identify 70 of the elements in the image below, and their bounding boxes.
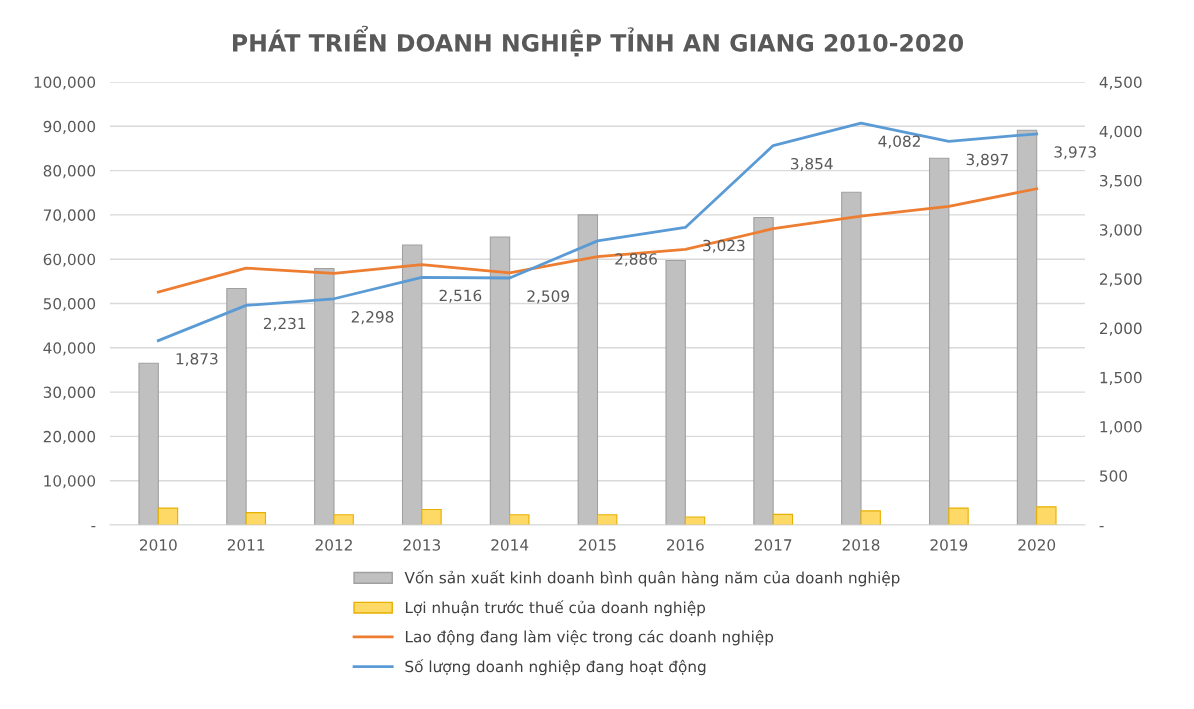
bar	[1036, 506, 1057, 525]
y2-tick-label: 3,000	[1100, 224, 1142, 238]
y2-tick-label: 2,500	[1100, 273, 1142, 287]
legend-label: Số lượng doanh nghiệp đang hoạt động	[405, 659, 706, 676]
bar	[333, 514, 354, 525]
bar	[596, 514, 618, 525]
y2-tick-label: 1,500	[1100, 371, 1142, 385]
bar	[401, 244, 423, 525]
bar	[489, 236, 511, 525]
y2-tick-label: 2,000	[1100, 322, 1142, 336]
bar	[226, 287, 247, 525]
y2-tick-label: 4,500	[1099, 76, 1142, 90]
x-tick-label: 2010	[139, 539, 177, 551]
data-label: 3,897	[966, 153, 1008, 167]
x-tick-label: 2019	[930, 539, 968, 551]
bar	[245, 512, 267, 525]
bar	[577, 214, 599, 525]
y2-tick-label: 4,000	[1099, 125, 1142, 139]
y-tick-label: 60,000	[43, 253, 96, 267]
x-tick-label: 2018	[842, 539, 880, 551]
y2-tick-label: 1,000	[1100, 421, 1142, 435]
y-tick-label: -	[91, 526, 96, 528]
bar	[157, 507, 179, 525]
y2-tick-label: -	[1099, 526, 1104, 528]
data-label: 1,873	[176, 352, 218, 367]
bar	[684, 516, 706, 525]
data-label: 2,231	[263, 317, 306, 331]
y2-tick-label: 3,500	[1100, 174, 1142, 189]
data-label: 2,886	[615, 253, 657, 267]
bar	[753, 217, 774, 525]
data-label: 3,023	[703, 239, 745, 253]
y-tick-label: 30,000	[43, 386, 96, 400]
bar	[314, 267, 335, 525]
chart-title: PHÁT TRIỂN DOANH NGHIỆP TỈNH AN GIANG 2010-2020	[233, 25, 964, 57]
y-tick-label: 40,000	[43, 342, 96, 356]
data-label: 4,082	[878, 135, 920, 149]
y-tick-label: 20,000	[43, 430, 96, 444]
data-label: 2,516	[439, 289, 482, 303]
y-tick-label: 10,000	[44, 475, 96, 489]
y-tick-label: 100,000	[34, 76, 96, 90]
line-series	[156, 121, 1039, 342]
bar	[509, 514, 530, 525]
bar	[860, 510, 881, 525]
legend-label: Lợi nhuận trước thuế của doanh nghiệp	[405, 600, 706, 617]
x-tick-label: 2016	[667, 539, 704, 551]
x-tick-label: 2012	[315, 539, 352, 551]
x-tick-label: 2014	[491, 539, 529, 551]
y2-tick-label: 500	[1100, 470, 1128, 482]
data-label: 2,509	[527, 290, 569, 304]
y-tick-label: 50,000	[43, 297, 96, 312]
legend-label: Lao động đang làm việc trong các doanh nghiệp	[405, 629, 774, 646]
x-tick-label: 2020	[1018, 539, 1056, 551]
x-tick-label: 2015	[579, 539, 616, 551]
data-label: 3,973	[1054, 146, 1096, 160]
bar	[1016, 129, 1038, 525]
legend-label: Vốn sản xuất kinh doanh bình quân hàng năm của doanh nghiệp	[404, 570, 900, 587]
bar	[665, 259, 686, 525]
y-tick-label: 90,000	[43, 120, 96, 134]
y-tick-label: 70,000	[43, 209, 96, 223]
x-tick-label: 2011	[227, 539, 265, 551]
bar	[928, 157, 950, 525]
bar	[841, 191, 862, 525]
data-label: 2,298	[351, 311, 394, 325]
y-tick-label: 80,000	[43, 165, 96, 179]
bar	[421, 508, 442, 525]
data-label: 3,854	[791, 157, 833, 172]
x-tick-label: 2017	[754, 539, 792, 551]
bar	[138, 362, 159, 525]
bar	[948, 507, 969, 525]
x-tick-label: 2013	[403, 539, 441, 551]
